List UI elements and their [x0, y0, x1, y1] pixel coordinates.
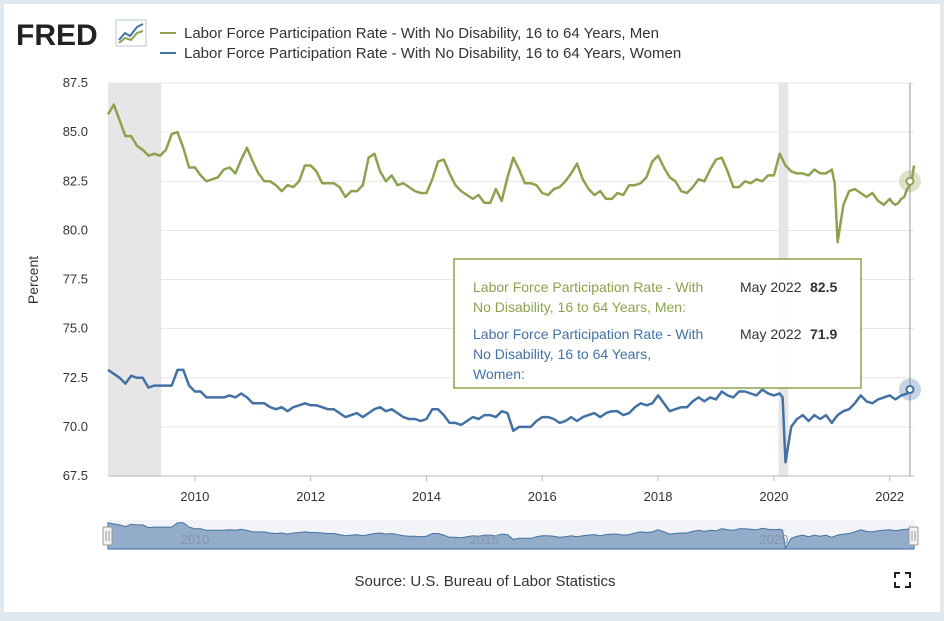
x-tick-label: 2010: [180, 489, 209, 504]
tooltip-women-value: 71.9: [810, 326, 837, 342]
navigator-label: 2020: [759, 532, 788, 547]
navigator-label: 2010: [180, 532, 209, 547]
tooltip-women-label-line1: Labor Force Participation Rate - With: [473, 326, 703, 342]
navigator-series: [107, 522, 915, 550]
y-axis-title: Percent: [25, 256, 41, 304]
source-text: Source: U.S. Bureau of Labor Statistics: [355, 573, 616, 590]
x-tick-label: 2020: [759, 489, 788, 504]
tooltip-women-date: May 2022: [740, 326, 802, 342]
y-tick-label: 85.0: [63, 124, 88, 139]
fred-logo[interactable]: FRED: [16, 19, 147, 52]
legend-label-men: Labor Force Participation Rate - With No…: [184, 25, 659, 42]
tooltip-women-label-line3: Women:: [473, 366, 525, 382]
tooltip-men-label-line1: Labor Force Participation Rate - With: [473, 279, 703, 295]
range-navigator[interactable]: 2010 2015 2020: [102, 520, 919, 550]
y-tick-label: 87.5: [63, 75, 88, 90]
x-tick-label: 2022: [875, 489, 904, 504]
navigator-labels: 2010 2015 2020: [180, 532, 788, 547]
x-tick-label: 2016: [528, 489, 557, 504]
hover-marker-women: [905, 385, 915, 395]
x-tick-label: 2018: [644, 489, 673, 504]
y-tick-label: 82.5: [63, 173, 88, 188]
navigator-label: 2015: [470, 532, 499, 547]
legend: Labor Force Participation Rate - With No…: [160, 25, 681, 62]
tooltip-box: [453, 258, 862, 389]
navigator-handle-left[interactable]: [102, 526, 113, 546]
x-axis-ticks: 2010 2012 2014 2016 2018 2020 2022: [180, 476, 904, 504]
y-tick-label: 80.0: [63, 222, 88, 237]
logo-text: FRED: [16, 19, 98, 52]
x-tick-label: 2012: [296, 489, 325, 504]
y-axis-ticks: 67.5 70.0 72.5 75.0 77.5 80.0 82.5 85.0 87.5: [63, 75, 88, 483]
y-tick-label: 77.5: [63, 272, 88, 287]
legend-label-women: Labor Force Participation Rate - With No…: [184, 45, 681, 62]
logo-graph-icon: [115, 19, 147, 47]
series-line-men[interactable]: [106, 103, 916, 244]
tooltip-men-value: 82.5: [810, 279, 837, 295]
tooltip-men-label-line2: No Disability, 16 to 64 Years, Men:: [473, 299, 686, 315]
y-tick-label: 70.0: [63, 419, 88, 434]
tooltip: Labor Force Participation Rate - With No…: [453, 258, 862, 389]
tooltip-women-label-line2: No Disability, 16 to 64 Years,: [473, 346, 651, 362]
navigator-handle-right[interactable]: [908, 526, 919, 546]
hover-marker-men: [905, 176, 915, 186]
fullscreen-icon[interactable]: [894, 572, 911, 588]
y-tick-label: 72.5: [63, 370, 88, 385]
y-tick-label: 75.0: [63, 321, 88, 336]
y-tick-label: 67.5: [63, 468, 88, 483]
series-line-women[interactable]: [107, 368, 914, 464]
tooltip-men-date: May 2022: [740, 279, 802, 295]
x-tick-label: 2014: [412, 489, 441, 504]
